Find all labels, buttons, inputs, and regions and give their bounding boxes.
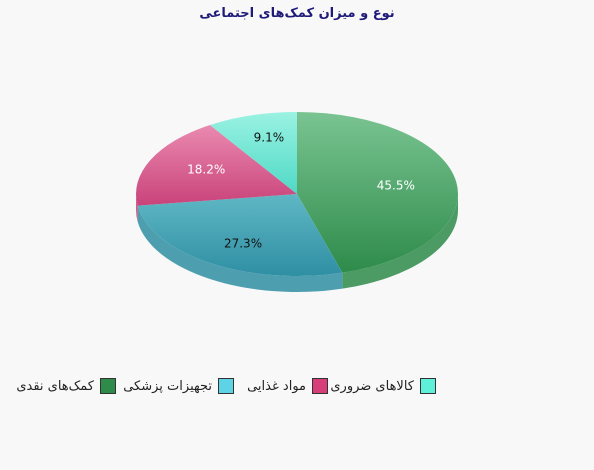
legend-label-food: مواد غذایی xyxy=(247,378,306,394)
pie-label-medical: 27.3% xyxy=(224,237,262,251)
legend-item-medical[interactable]: تجهیزات پزشکی xyxy=(123,374,234,398)
pie-side-medical xyxy=(137,205,343,293)
pie-label-food: 18.2% xyxy=(187,162,225,176)
legend-item-cash[interactable]: کمک‌های نقدی xyxy=(16,374,116,398)
legend-label-essentials: کالاهای ضروری xyxy=(330,378,414,394)
legend-swatch-food xyxy=(312,378,328,394)
legend-label-cash: کمک‌های نقدی xyxy=(16,378,94,394)
legend-swatch-medical xyxy=(218,378,234,394)
legend-swatch-cash xyxy=(100,378,116,394)
pie-label-essentials: 9.1% xyxy=(254,130,285,144)
legend-item-essentials[interactable]: کالاهای ضروری xyxy=(330,374,436,398)
pie-slice-food[interactable] xyxy=(136,125,297,206)
chart-title: نوع و میزان کمک‌های اجتماعی xyxy=(199,6,395,21)
legend-label-medical: تجهیزات پزشکی xyxy=(123,378,212,394)
legend-item-food[interactable]: مواد غذایی xyxy=(247,374,328,398)
legend: کمک‌های نقدی تجهیزات پزشکی مواد غذایی کا… xyxy=(0,374,594,400)
pie-slice-essentials[interactable] xyxy=(209,112,297,194)
pie-chart: 45.5% 27.3% 18.2% 9.1% xyxy=(136,112,459,293)
pie-side-cash xyxy=(342,194,458,289)
legend-swatch-essentials xyxy=(420,378,436,394)
pie-slice-cash[interactable] xyxy=(297,112,459,273)
pie-side-food xyxy=(136,194,138,222)
pie-slice-medical[interactable] xyxy=(137,194,343,277)
pie-label-cash: 45.5% xyxy=(377,179,415,193)
